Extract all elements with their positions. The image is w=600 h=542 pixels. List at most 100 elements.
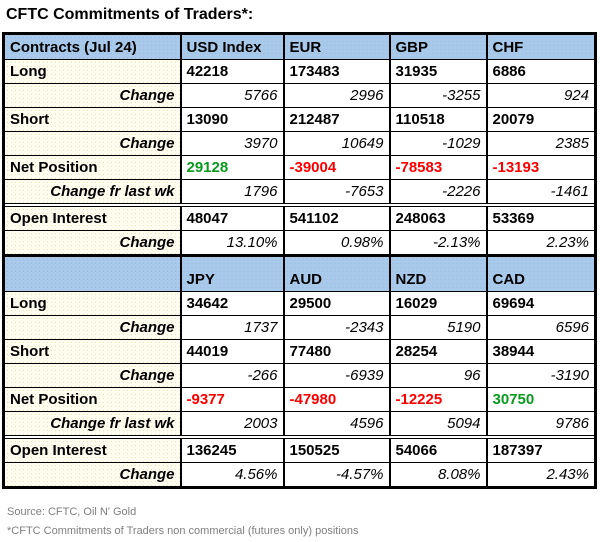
value-cell: 136245 [179,438,285,463]
table-row: Long 34642 29500 16029 69694 [2,291,597,316]
row-label: Open Interest [2,438,182,463]
row-label: Open Interest [2,206,182,231]
value-cell: -78583 [388,155,488,180]
value-cell: 2003 [179,411,285,436]
value-cell: 2996 [282,83,391,108]
table-row: Change -266 -6939 96 -3190 [2,363,597,388]
footnote: *CFTC Commitments of Traders non commerc… [7,525,359,538]
value-cell: 77480 [282,339,391,364]
value-cell: 31935 [388,59,488,84]
value-cell: 173483 [282,59,391,84]
value-cell: 10649 [282,131,391,156]
value-cell: 2385 [485,131,597,156]
cot-table: Contracts (Jul 24) USD Index EUR GBP CHF Long… [2,32,597,489]
header-cell-currency: CHF [485,33,597,60]
header-cell-currency: EUR [282,33,391,60]
header-cell-label [2,254,182,292]
table-row: Net Position -9377 -47980 -12225 30750 [2,387,597,412]
header-cell-label: Contracts (Jul 24) [2,33,182,60]
row-label: Long [2,59,182,84]
value-cell: 13.10% [179,230,285,256]
value-cell: -7653 [282,179,391,204]
value-cell: 34642 [179,291,285,316]
value-cell: -13193 [485,155,597,180]
row-label: Change fr last wk [2,411,182,436]
value-cell: 29128 [179,155,285,180]
footer: Source: CFTC, Oil N' Gold *CFTC Commitme… [7,503,597,542]
table-row: Net Position 29128 -39004 -78583 -13193 [2,155,597,180]
row-label: Change [2,462,182,488]
row-label: Net Position [2,155,182,180]
table-row: Change 13.10% 0.98% -2.13% 2.23% [2,230,597,256]
table-row: Change fr last wk 2003 4596 5094 9786 [2,411,597,436]
value-cell: -266 [179,363,285,388]
header-cell-currency: JPY [179,254,285,292]
header-row: Contracts (Jul 24) USD Index EUR GBP CHF [2,33,597,60]
value-cell: 8.08% [388,462,488,488]
row-label: Change [2,131,182,156]
row-label: Short [2,107,182,132]
table-row: Change 1737 -2343 5190 6596 [2,315,597,340]
row-label: Change [2,315,182,340]
value-cell: 48047 [179,206,285,231]
value-cell: 187397 [485,438,597,463]
value-cell: 44019 [179,339,285,364]
value-cell: -2226 [388,179,488,204]
header-cell-currency: NZD [388,254,488,292]
value-cell: 924 [485,83,597,108]
table-row: Change fr last wk 1796 -7653 -2226 -1461 [2,179,597,204]
value-cell: 69694 [485,291,597,316]
value-cell: 4.56% [179,462,285,488]
table-row: Change 5766 2996 -3255 924 [2,83,597,108]
value-cell: 541102 [282,206,391,231]
value-cell: -4.57% [282,462,391,488]
value-cell: 1796 [179,179,285,204]
value-cell: 110518 [388,107,488,132]
value-cell: 42218 [179,59,285,84]
value-cell: -2343 [282,315,391,340]
value-cell: -2.13% [388,230,488,256]
value-cell: 212487 [282,107,391,132]
table-row: Short 44019 77480 28254 38944 [2,339,597,364]
value-cell: 2.43% [485,462,597,488]
value-cell: -3255 [388,83,488,108]
value-cell: 0.98% [282,230,391,256]
value-cell: 29500 [282,291,391,316]
value-cell: -47980 [282,387,391,412]
header-cell-currency: CAD [485,254,597,292]
value-cell: -12225 [388,387,488,412]
header-cell-currency: AUD [282,254,391,292]
row-label: Net Position [2,387,182,412]
value-cell: 1737 [179,315,285,340]
value-cell: -6939 [282,363,391,388]
row-label: Long [2,291,182,316]
value-cell: 38944 [485,339,597,364]
value-cell: 13090 [179,107,285,132]
value-cell: -3190 [485,363,597,388]
value-cell: 3970 [179,131,285,156]
value-cell: 6886 [485,59,597,84]
value-cell: 5094 [388,411,488,436]
value-cell: -9377 [179,387,285,412]
value-cell: 5190 [388,315,488,340]
row-label: Change [2,363,182,388]
value-cell: 5766 [179,83,285,108]
value-cell: 2.23% [485,230,597,256]
table-row: Open Interest 48047 541102 248063 53369 [2,206,597,231]
value-cell: 248063 [388,206,488,231]
value-cell: 54066 [388,438,488,463]
value-cell: -39004 [282,155,391,180]
table-row: Change 3970 10649 -1029 2385 [2,131,597,156]
row-label: Change fr last wk [2,179,182,204]
page-title: CFTC Commitments of Traders*: [6,6,254,23]
value-cell: 16029 [388,291,488,316]
header-row: JPY AUD NZD CAD [2,254,597,292]
table-row: Long 42218 173483 31935 6886 [2,59,597,84]
row-label: Short [2,339,182,364]
source-note: Source: CFTC, Oil N' Gold [7,506,137,518]
header-cell-currency: GBP [388,33,488,60]
value-cell: 53369 [485,206,597,231]
value-cell: 4596 [282,411,391,436]
value-cell: 30750 [485,387,597,412]
